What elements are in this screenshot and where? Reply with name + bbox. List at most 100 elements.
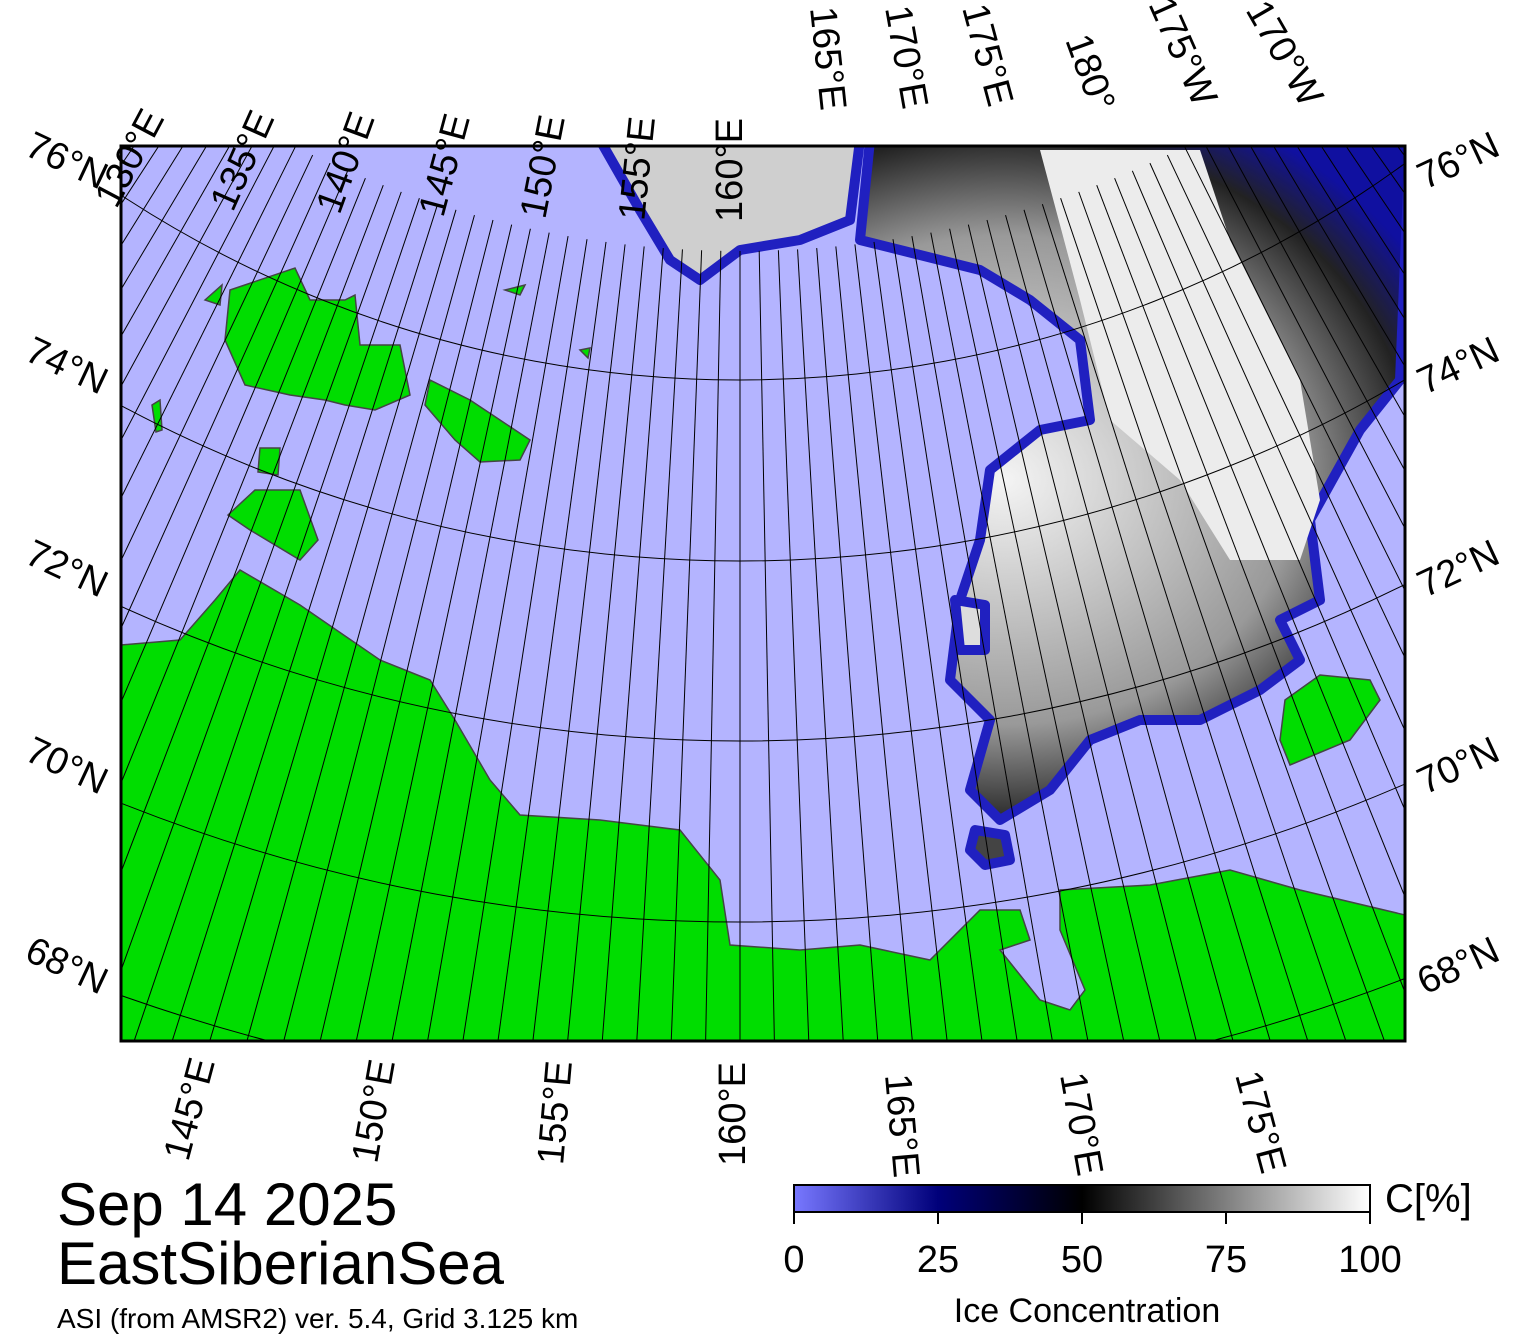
colorbar-tick-label: 50 — [1061, 1239, 1103, 1281]
coordinate-label: 175°E — [1226, 1066, 1293, 1177]
land — [121, 267, 1405, 1041]
meridian-line — [391, 232, 550, 1041]
meridian-line — [1205, 146, 1405, 530]
meridian-line — [1320, 146, 1405, 276]
coordinate-label: 70°N — [1411, 729, 1506, 803]
meridian-line — [986, 219, 1197, 1041]
meridian-line — [121, 146, 296, 500]
region: EastSiberianSea — [57, 1230, 505, 1297]
meridian-line — [532, 244, 626, 1041]
meridian-line — [355, 228, 531, 1041]
colorbar-tick-label: 25 — [917, 1239, 959, 1281]
meridian-line — [1131, 170, 1405, 812]
meridian-line — [1096, 185, 1405, 994]
coordinate-label: 165°E — [876, 1072, 927, 1179]
coordinate-label: 170°E — [1051, 1069, 1110, 1179]
meridian-line — [967, 224, 1161, 1041]
coordinate-label: 180° — [1057, 29, 1123, 117]
meridian-line — [1407, 0, 1527, 816]
meridian-line — [670, 250, 703, 1041]
colorbar-tick-label: 100 — [1338, 1239, 1401, 1281]
colorbar-unit: C[%] — [1385, 1177, 1472, 1221]
meridian-line — [121, 154, 314, 562]
meridian-line — [1345, 146, 1405, 235]
meridian-line — [497, 241, 607, 1041]
coordinate-label: 170°W — [1237, 0, 1331, 114]
meridian-line — [246, 214, 475, 1041]
meridian-line — [462, 239, 588, 1041]
date: Sep 14 2025 — [57, 1171, 397, 1238]
meridian-line — [1166, 154, 1405, 659]
coordinate-label: 76°N — [1411, 124, 1506, 198]
coordinate-label: 170°E — [876, 2, 935, 112]
meridian-line — [636, 249, 683, 1041]
meridian-line — [121, 162, 331, 630]
meridian-line — [1005, 214, 1234, 1041]
coordinate-label: 160°E — [712, 1062, 754, 1166]
coordinate-label: 145°E — [156, 1053, 223, 1164]
meridian-line — [121, 177, 366, 785]
coordinate-label: 175°E — [953, 0, 1020, 111]
meridian-line — [1392, 9, 1527, 843]
colorbar-tick-label: 0 — [783, 1239, 804, 1281]
meridian-line — [1272, 146, 1405, 368]
meridian-line — [705, 250, 722, 1041]
meridian-line — [892, 239, 1018, 1041]
colorbar — [793, 1184, 1371, 1213]
source: ASI (from AMSR2) ver. 5.4, Grid 3.125 km — [57, 1303, 578, 1334]
map-frame — [119, 144, 1407, 1043]
meridian-line — [283, 219, 494, 1041]
meridian-line — [121, 146, 231, 338]
meridian-line — [1296, 146, 1405, 321]
meridian-line — [1078, 191, 1385, 1041]
meridian-line — [816, 248, 879, 1041]
meridian-line — [1184, 146, 1405, 592]
meridian-line — [121, 191, 402, 972]
meridian-line — [1060, 198, 1347, 1041]
coordinate-label: 72°N — [19, 532, 114, 606]
coordinate-label: 175°W — [1140, 0, 1225, 112]
meridian-line — [873, 241, 983, 1041]
meridian-line — [171, 204, 439, 1041]
meridian-line — [854, 244, 948, 1041]
meridian-line — [1041, 204, 1309, 1041]
meridian-line — [121, 185, 384, 874]
coordinate-label: 68°N — [1411, 929, 1506, 1003]
meridian-line — [930, 232, 1089, 1041]
meridian-line — [1149, 162, 1405, 732]
meridian-line — [797, 249, 844, 1041]
coordinate-label: 74°N — [19, 329, 114, 403]
meridian-line — [777, 250, 810, 1041]
colorbar-label: Ice Concentration — [954, 1292, 1221, 1330]
meridian-line — [427, 236, 569, 1041]
meridian-line — [949, 228, 1125, 1041]
coordinate-label: 76°N — [19, 124, 114, 198]
meridian-line — [911, 236, 1053, 1041]
meridian-line — [835, 246, 913, 1041]
coordinate-label: 72°N — [1411, 532, 1506, 606]
coordinate-label: 150°E — [344, 1056, 403, 1166]
meridian-line — [1114, 177, 1405, 899]
coordinate-label: 68°N — [19, 929, 114, 1003]
meridian-line — [1227, 146, 1405, 472]
meridian-line — [121, 146, 253, 388]
meridian-line — [601, 248, 664, 1041]
meridian-line — [121, 146, 208, 291]
colorbar-tick-label: 75 — [1205, 1239, 1247, 1281]
meridian-line — [121, 146, 275, 442]
meridian-line — [758, 250, 775, 1041]
coordinate-label: 70°N — [19, 729, 114, 803]
meridian-line — [1249, 146, 1405, 418]
coordinate-label: 160°E — [709, 118, 751, 222]
meridian-line — [319, 224, 513, 1041]
coordinate-label: 74°N — [1411, 329, 1506, 403]
meridian-line — [121, 170, 349, 704]
coordinate-label: 165°E — [801, 5, 854, 113]
meridian-line — [133, 198, 420, 1041]
meridian-line — [1023, 209, 1271, 1041]
meridian-line — [567, 246, 645, 1041]
meridian-line — [209, 209, 457, 1041]
